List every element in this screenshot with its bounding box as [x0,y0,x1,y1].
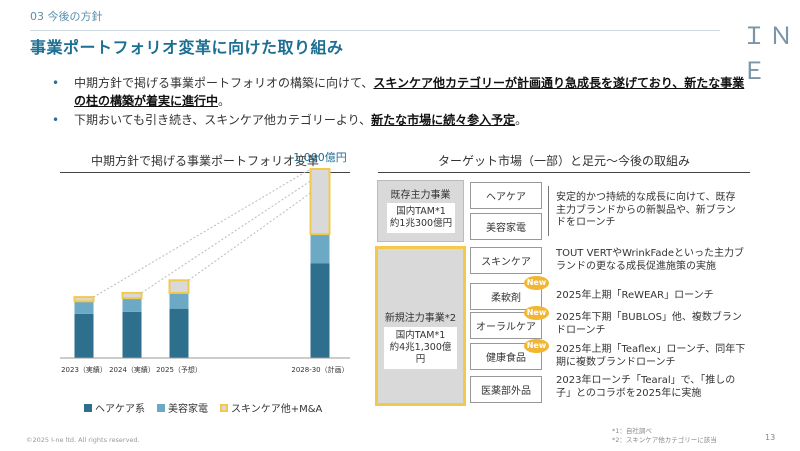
bullet-text: 中期方針で掲げる事業ポートフォリオの構築に向けて、 [74,76,374,90]
legend-swatch-haircare [84,403,92,412]
skincare-description: TOUT VERTやWrinkFadeといった主力ブランドの更なる成長促進施策の… [556,248,744,272]
x-tick-label: 2028-30（計画） [291,365,348,374]
new-business-label: 新規注力事業*2 [384,313,457,324]
bar-segment-2-0 [73,296,95,303]
oral-care-description: 2025年下期「BUBLOS」他、複数ブランドローンチ [556,312,742,336]
section-label: 03 今後の方針 [30,10,103,23]
new-badge: New [524,339,549,353]
panel-title: ターゲット市場（一部）と足元～今後の取組み [378,152,750,173]
new-badge: New [524,306,549,320]
category-skincare: スキンケア [470,247,542,274]
x-tick-label: 2024（実績） [109,365,155,374]
legend-label: 美容家電 [168,404,208,415]
tam-value: 約1兆300億円 [389,218,453,229]
tam-label: 国内TAM*1 [396,206,446,217]
new-tam-box: 国内TAM*1 約4兆1,300億円 [384,327,457,369]
bar-segment-1-3 [310,234,330,264]
bullet-text-end: 。 [218,94,231,108]
bar-segment-1-0 [74,301,94,314]
legend-item: 美容家電 [157,400,208,415]
bracket-existing [548,186,549,236]
new-business-group: 新規注力事業*2 国内TAM*1 約4兆1,300億円 [375,246,466,406]
bar-segment-0-2 [169,308,189,358]
bullet-emphasis: 新たな市場に続々参入予定 [371,113,516,127]
legend-item: ヘアケア系 [84,400,145,415]
bullet-text: 下期おいても引き続き、スキンケア他カテゴリーより、 [74,113,372,127]
bar-segment-2-1 [121,291,143,300]
tam-value: 約4兆1,300億円 [389,342,452,365]
page-number: 13 [765,433,776,442]
legend-swatch-beauty-appliance [157,403,165,412]
tam-label: 国内TAM*1 [395,330,446,341]
chart-legend: ヘアケア系 美容家電 スキンケア他+M&A [84,400,322,415]
growth-line [93,168,311,298]
footnote-1: *1：自社調べ [612,427,652,435]
legend-label: スキンケア他+M&A [231,404,323,415]
growth-line [141,180,311,294]
portfolio-chart: 2023（実績） 2024（実績） 2025（予想） 2028-30（計画） 1,000… [60,151,350,374]
new-badge: New [524,276,549,290]
x-tick-label: 2025（予想） [156,365,202,374]
category-beauty-appliance: 美容家電 [470,213,542,240]
bullet-item: 中期方針で掲げる事業ポートフォリオの構築に向けて、スキンケア他カテゴリーが計画通… [52,74,752,110]
health-food-description: 2025年上期「Teaflex」ローンチ、同年下期に複数ブランドローンチ [556,344,746,368]
chart-annotation: 1,000億円 [293,151,347,164]
category-haircare: ヘアケア [470,182,542,209]
copyright: ©2025 I-ne ltd. All rights reserved. [26,436,140,444]
bar-segment-0-3 [310,263,330,358]
bullet-emphasis: スキンケア他カテゴリーが計画通り急成長を遂げており、新たな事業の柱の構築が着実に… [74,76,745,108]
fabric-softener-description: 2025年上期「ReWEAR」ローンチ [556,290,714,301]
existing-business-group: 既存主力事業 国内TAM*1 約1兆300億円 [377,180,464,242]
growth-line [188,192,311,281]
title-divider [30,30,720,31]
bullet-item: 下期おいても引き続き、スキンケア他カテゴリーより、新たな市場に続々参入予定。 [52,111,752,129]
footnotes: *1：自社調べ *2：スキンケア他カテゴリーに該当 [612,427,717,445]
category-quasi-drugs: 医薬部外品 [470,376,542,403]
page-title: 事業ポートフォリオ変革に向けた取り組み [30,38,344,57]
bar-segment-2-2 [168,279,190,294]
existing-description: 安定的かつ持続的な成長に向けて、既存主力ブランドからの新製品や、新ブランドをロー… [556,192,736,228]
bar-segment-0-1 [122,311,142,358]
legend-label: ヘアケア系 [95,404,145,415]
legend-swatch-skincare [220,403,228,412]
bar-segment-0-0 [74,313,94,358]
bar-segment-1-1 [122,298,142,312]
category-oral-care: オーラルケア [470,312,542,339]
company-logo: ＩＮＥ [742,22,796,85]
x-tick-label: 2023（実績） [61,365,107,374]
existing-business-label: 既存主力事業 [390,190,451,201]
legend-item: スキンケア他+M&A [220,400,322,415]
footnote-2: *2：スキンケア他カテゴリーに該当 [612,436,717,444]
quasi-drugs-description: 2023年ローンチ「Tearal」で、「推しの子」とのコラボを2025年に実施 [556,375,736,399]
chart-title: 中期方針で掲げる事業ポートフォリオ変革 [60,152,350,173]
bullet-list: 中期方針で掲げる事業ポートフォリオの構築に向けて、スキンケア他カテゴリーが計画通… [52,74,752,130]
bar-segment-1-2 [169,292,189,309]
bullet-text-end: 。 [515,113,528,127]
existing-tam-box: 国内TAM*1 約1兆300億円 [387,203,455,233]
bar-segment-2-3 [309,168,331,236]
